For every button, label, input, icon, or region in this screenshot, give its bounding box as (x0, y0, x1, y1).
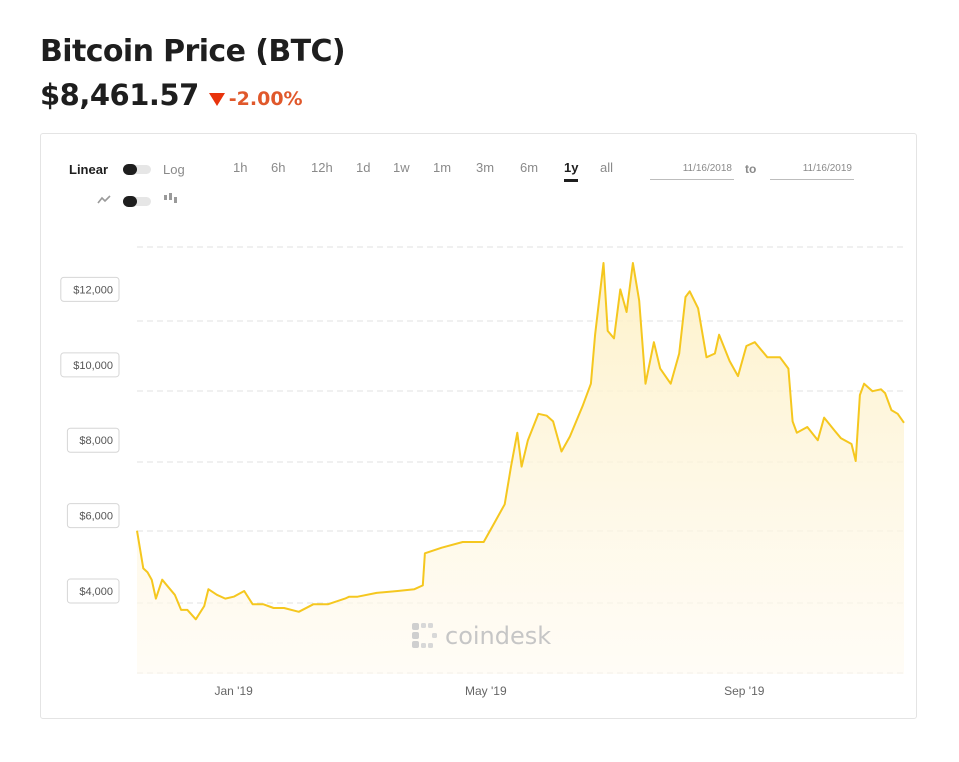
range-1m[interactable]: 1m (433, 160, 452, 175)
price-line (136, 262, 905, 621)
price-change-value: -2.00% (228, 87, 303, 110)
price-area (137, 263, 904, 674)
scale-toggle-knob (123, 164, 137, 175)
chart-type-toggle[interactable] (123, 196, 151, 207)
svg-text:$12,000: $12,000 (73, 284, 113, 296)
date-from-input[interactable] (650, 158, 734, 180)
date-to-input[interactable] (770, 158, 854, 180)
current-price: $8,461.57 (40, 78, 199, 112)
chart-type-toggle-knob (123, 196, 137, 207)
range-12h[interactable]: 12h (311, 160, 333, 175)
svg-text:$10,000: $10,000 (73, 360, 113, 372)
svg-text:$6,000: $6,000 (79, 511, 113, 523)
price-row: $8,461.57 -2.00% (40, 78, 303, 112)
watermark-text: coindesk (445, 622, 551, 650)
range-3m[interactable]: 3m (476, 160, 495, 175)
svg-text:$8,000: $8,000 (79, 435, 113, 447)
y-tick-label: $4,000 (66, 578, 120, 604)
range-all[interactable]: all (600, 160, 614, 175)
x-tick-label: May '19 (465, 684, 507, 698)
y-tick-label: $6,000 (66, 503, 120, 529)
page-title: Bitcoin Price (BTC) (40, 34, 346, 69)
scale-toggle[interactable] (123, 164, 151, 175)
x-tick-label: Jan '19 (214, 684, 253, 698)
scale-log-label[interactable]: Log (163, 162, 185, 177)
down-arrow-icon (208, 93, 225, 106)
range-6m[interactable]: 6m (520, 160, 539, 175)
line-chart-icon[interactable] (97, 195, 111, 205)
range-1h[interactable]: 1h (233, 160, 248, 175)
candlestick-icon[interactable] (163, 193, 177, 206)
y-tick-label: $10,000 (60, 352, 120, 378)
coindesk-logo-icon (412, 623, 437, 648)
svg-text:$4,000: $4,000 (79, 586, 113, 598)
watermark: coindesk (412, 622, 551, 650)
y-tick-label: $8,000 (66, 427, 120, 453)
y-tick-label: $12,000 (60, 276, 120, 302)
range-1y[interactable]: 1y (564, 160, 579, 182)
range-1w[interactable]: 1w (393, 160, 410, 175)
range-1d[interactable]: 1d (356, 160, 371, 175)
price-change: -2.00% (208, 87, 303, 110)
price-chart: coindesk $4,000 $6,000 $8,000 $10,000 $12,00… (60, 246, 907, 698)
scale-linear-label[interactable]: Linear (69, 162, 109, 177)
x-tick-label: Sep '19 (724, 684, 765, 698)
chart-card: Linear Log 1h 6h 12h 1d 1w 1m 3m 6m 1y a… (40, 133, 917, 719)
range-6h[interactable]: 6h (271, 160, 286, 175)
date-to-label: to (745, 162, 757, 176)
